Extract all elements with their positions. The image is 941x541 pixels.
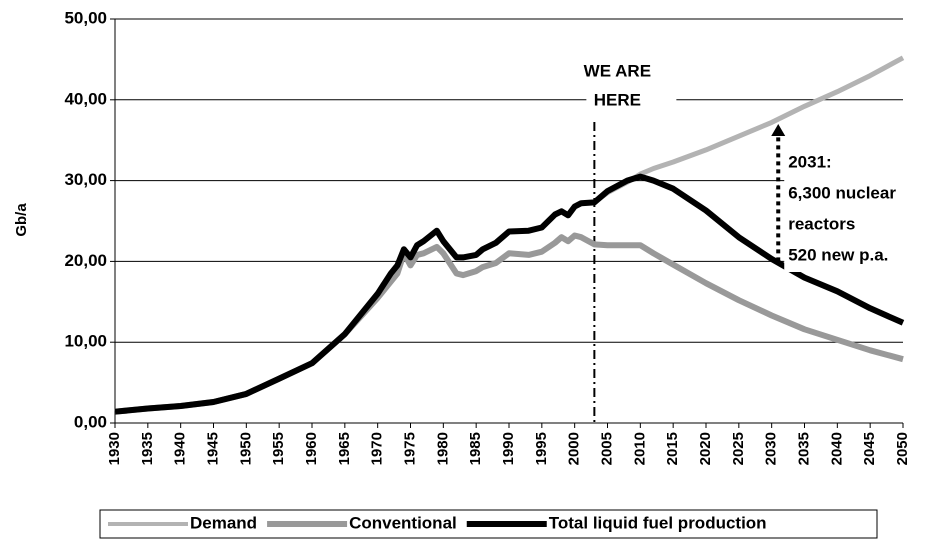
series-line <box>114 173 905 415</box>
x-tick-label: 2040 <box>828 432 845 465</box>
x-tick-label: 1940 <box>172 432 189 465</box>
x-tick-label: 2045 <box>861 432 878 465</box>
annotation-text: 520 new p.a. <box>788 245 888 264</box>
x-tick-label: 2025 <box>730 432 747 465</box>
x-tick-label: 2005 <box>598 432 615 465</box>
x-tick-label: 1930 <box>106 432 123 465</box>
y-tick-label: 30,00 <box>64 170 107 189</box>
x-tick-label: 2000 <box>566 432 583 465</box>
label-bg <box>784 146 935 272</box>
y-tick-label: 20,00 <box>64 251 107 270</box>
x-tick-label: 1985 <box>467 432 484 465</box>
y-tick-label: 10,00 <box>64 332 107 351</box>
legend-label: Demand <box>190 513 257 532</box>
x-tick-label: 1955 <box>270 432 287 465</box>
legend-label: Total liquid fuel production <box>549 513 767 532</box>
x-tick-label: 2010 <box>631 432 648 465</box>
x-tick-label: 1980 <box>434 432 451 465</box>
x-tick-label: 1950 <box>237 432 254 465</box>
x-tick-label: 1995 <box>533 432 550 465</box>
x-tick-label: 1945 <box>204 432 221 465</box>
annotation-text: 6,300 nuclear <box>788 183 896 202</box>
x-tick-label: 1990 <box>500 432 517 465</box>
x-tick-label: 1960 <box>303 432 320 465</box>
y-tick-label: 0,00 <box>74 412 107 431</box>
x-tick-label: 1975 <box>401 432 418 465</box>
x-tick-label: 2030 <box>763 432 780 465</box>
x-tick-label: 1935 <box>139 432 156 465</box>
x-tick-label: 1965 <box>336 432 353 465</box>
annotation-text: HERE <box>594 90 641 109</box>
x-tick-label: 1970 <box>369 432 386 465</box>
legend-label: Conventional <box>349 513 457 532</box>
arrow-head <box>771 124 786 137</box>
x-tick-label: 2020 <box>697 432 714 465</box>
y-tick-label: 40,00 <box>64 89 107 108</box>
x-tick-label: 2035 <box>795 432 812 465</box>
annotation-text: 2031: <box>788 152 831 171</box>
y-tick-label: 50,00 <box>64 8 107 27</box>
label-bg <box>586 55 677 115</box>
annotation-text: reactors <box>788 214 855 233</box>
y-axis-label: Gb/a <box>13 203 30 237</box>
x-tick-label: 2050 <box>894 432 911 465</box>
annotation-text: WE ARE <box>584 61 651 80</box>
x-tick-label: 2015 <box>664 432 681 465</box>
